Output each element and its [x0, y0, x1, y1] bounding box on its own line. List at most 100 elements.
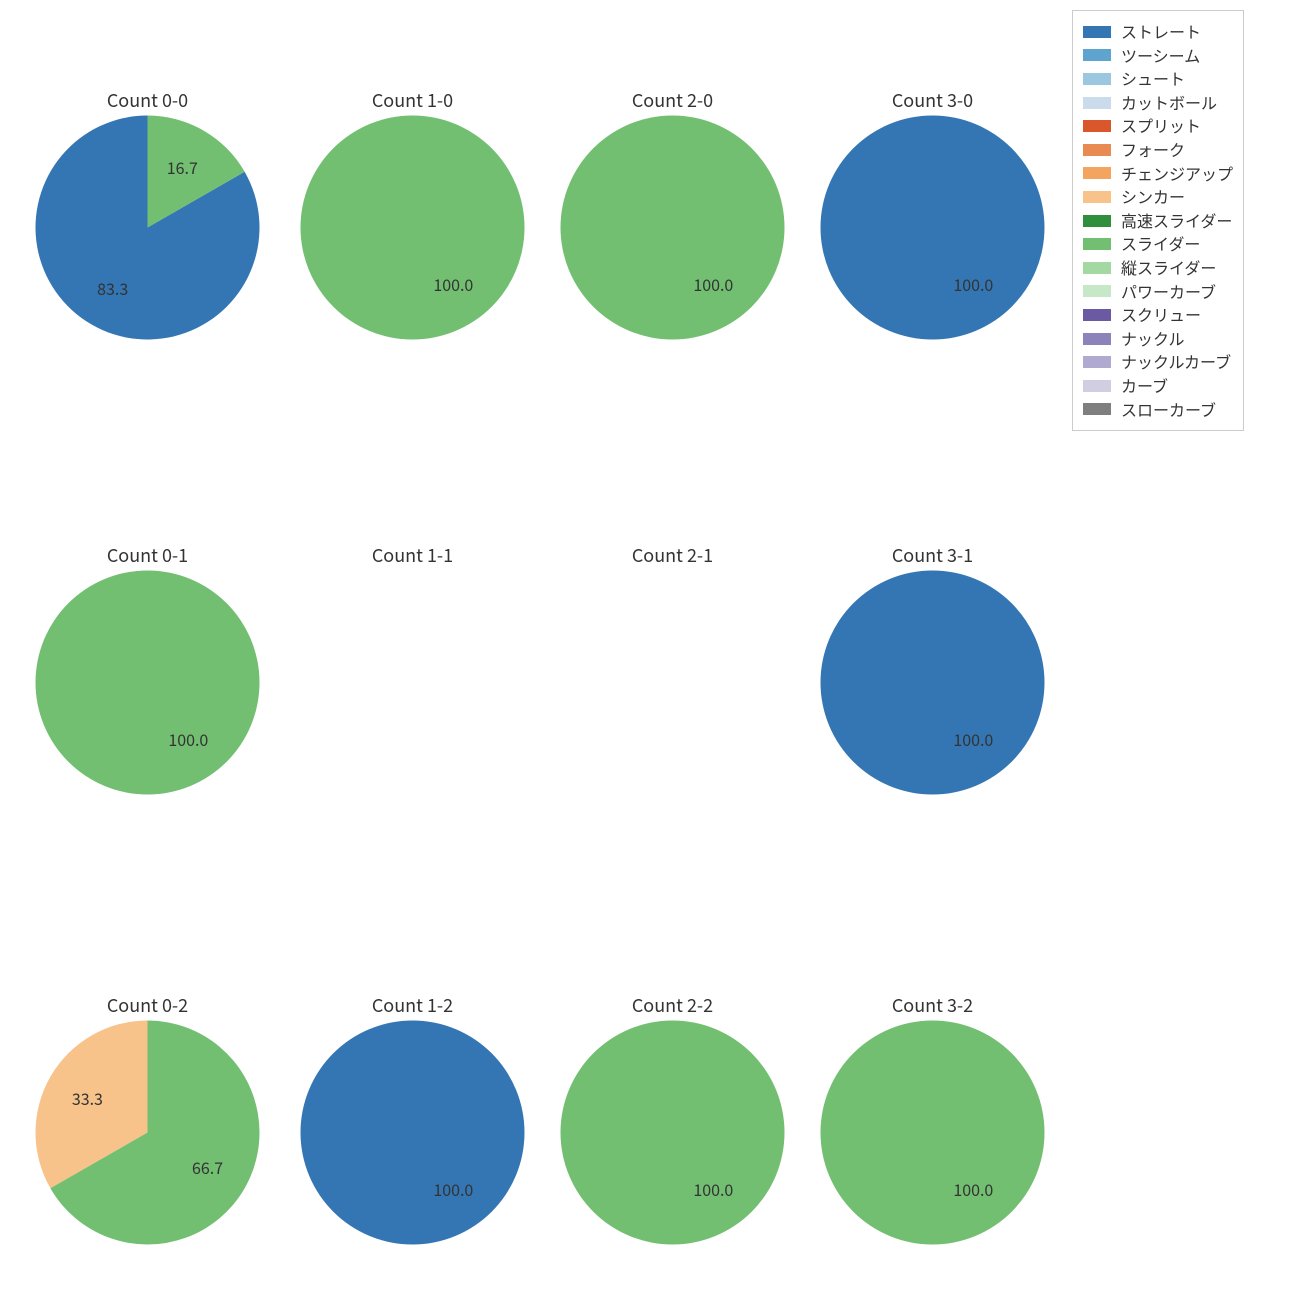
pie-slice	[821, 1021, 1045, 1245]
subplot: Count 0-083.316.7	[35, 115, 260, 340]
subplot-title: Count 2-0	[560, 87, 785, 113]
legend-label: 縦スライダー	[1121, 257, 1216, 279]
pie-svg	[820, 115, 1045, 340]
legend-item: シュート	[1083, 68, 1233, 90]
pie-svg	[35, 1020, 260, 1245]
legend-swatch	[1083, 215, 1111, 227]
pie-slice-label: 33.3	[72, 1086, 103, 1110]
legend-label: 高速スライダー	[1121, 210, 1232, 232]
subplot: Count 1-0100.0	[300, 115, 525, 340]
subplot: Count 2-0100.0	[560, 115, 785, 340]
pie-svg	[560, 1020, 785, 1245]
pie-slice	[36, 571, 260, 795]
pie-slice-label: 100.0	[953, 727, 993, 751]
legend-item: ナックルカーブ	[1083, 351, 1233, 373]
legend-swatch	[1083, 49, 1111, 61]
legend-item: カーブ	[1083, 375, 1233, 397]
legend-item: フォーク	[1083, 139, 1233, 161]
pie-slice-label: 66.7	[192, 1155, 223, 1179]
subplot-title: Count 2-2	[560, 992, 785, 1018]
pie: 83.3 16.7	[35, 115, 260, 340]
legend-label: シンカー	[1121, 186, 1185, 208]
pie: 100.0	[300, 1020, 525, 1245]
legend-label: スクリュー	[1121, 304, 1201, 326]
pie-slice-label: 100.0	[168, 727, 208, 751]
pie-svg	[35, 570, 260, 795]
legend-swatch	[1083, 356, 1111, 368]
subplot: Count 3-0100.0	[820, 115, 1045, 340]
subplot-title: Count 2-1	[560, 542, 785, 568]
pie: 100.0	[560, 115, 785, 340]
subplot-title: Count 0-2	[35, 992, 260, 1018]
chart-canvas: ストレートツーシームシュートカットボールスプリットフォークチェンジアップシンカー…	[0, 0, 1300, 1300]
pie-slice-label: 100.0	[953, 272, 993, 296]
subplot: Count 3-2100.0	[820, 1020, 1045, 1245]
legend-label: ナックル	[1121, 328, 1185, 350]
subplot: Count 2-2100.0	[560, 1020, 785, 1245]
legend-swatch	[1083, 403, 1111, 415]
pie-svg	[820, 1020, 1045, 1245]
legend-swatch	[1083, 120, 1111, 132]
pie-slice-label: 16.7	[167, 155, 198, 179]
legend-swatch	[1083, 73, 1111, 85]
legend-item: ストレート	[1083, 21, 1233, 43]
pie-slice	[821, 116, 1045, 340]
pie-slice-label: 100.0	[693, 1177, 733, 1201]
pie-slice-label: 100.0	[433, 272, 473, 296]
subplot: Count 3-1100.0	[820, 570, 1045, 795]
legend-swatch	[1083, 26, 1111, 38]
legend-label: チェンジアップ	[1121, 163, 1233, 185]
pie-slice	[561, 116, 785, 340]
pie-slice	[301, 116, 525, 340]
subplot-title: Count 1-1	[300, 542, 525, 568]
legend: ストレートツーシームシュートカットボールスプリットフォークチェンジアップシンカー…	[1072, 10, 1244, 431]
legend-label: ツーシーム	[1121, 45, 1200, 67]
pie-slice	[561, 1021, 785, 1245]
legend-item: 高速スライダー	[1083, 210, 1233, 232]
pie: 100.0	[35, 570, 260, 795]
legend-swatch	[1083, 167, 1111, 179]
pie-slice-label: 100.0	[433, 1177, 473, 1201]
legend-swatch	[1083, 262, 1111, 274]
subplot-title: Count 3-1	[820, 542, 1045, 568]
legend-swatch	[1083, 380, 1111, 392]
pie: 100.0	[560, 1020, 785, 1245]
pie-slice	[821, 571, 1045, 795]
pie-slice-label: 100.0	[953, 1177, 993, 1201]
legend-item: スライダー	[1083, 233, 1233, 255]
pie: 100.0	[820, 570, 1045, 795]
subplot-title: Count 1-0	[300, 87, 525, 113]
legend-label: シュート	[1121, 68, 1185, 90]
legend-item: スクリュー	[1083, 304, 1233, 326]
legend-item: シンカー	[1083, 186, 1233, 208]
legend-item: スプリット	[1083, 115, 1233, 137]
legend-item: ツーシーム	[1083, 45, 1233, 67]
legend-label: ストレート	[1121, 21, 1201, 43]
legend-item: チェンジアップ	[1083, 163, 1233, 185]
pie: 33.3 66.7	[35, 1020, 260, 1245]
subplot-title: Count 0-1	[35, 542, 260, 568]
pie: 100.0	[300, 115, 525, 340]
subplot: Count 1-2100.0	[300, 1020, 525, 1245]
legend-label: スプリット	[1121, 115, 1201, 137]
pie: 100.0	[820, 115, 1045, 340]
subplot-title: Count 3-0	[820, 87, 1045, 113]
legend-swatch	[1083, 309, 1111, 321]
legend-swatch	[1083, 144, 1111, 156]
legend-label: カーブ	[1121, 375, 1168, 397]
pie-slice-label: 83.3	[97, 276, 128, 300]
legend-item: パワーカーブ	[1083, 281, 1233, 303]
subplot-title: Count 3-2	[820, 992, 1045, 1018]
legend-item: スローカーブ	[1083, 399, 1233, 421]
pie: 100.0	[820, 1020, 1045, 1245]
legend-item: カットボール	[1083, 92, 1233, 114]
pie-slice-label: 100.0	[693, 272, 733, 296]
pie-svg	[820, 570, 1045, 795]
legend-label: カットボール	[1121, 92, 1217, 114]
legend-swatch	[1083, 191, 1111, 203]
legend-item: 縦スライダー	[1083, 257, 1233, 279]
subplot: Count 0-233.366.7	[35, 1020, 260, 1245]
legend-swatch	[1083, 333, 1111, 345]
legend-swatch	[1083, 238, 1111, 250]
pie-svg	[300, 115, 525, 340]
